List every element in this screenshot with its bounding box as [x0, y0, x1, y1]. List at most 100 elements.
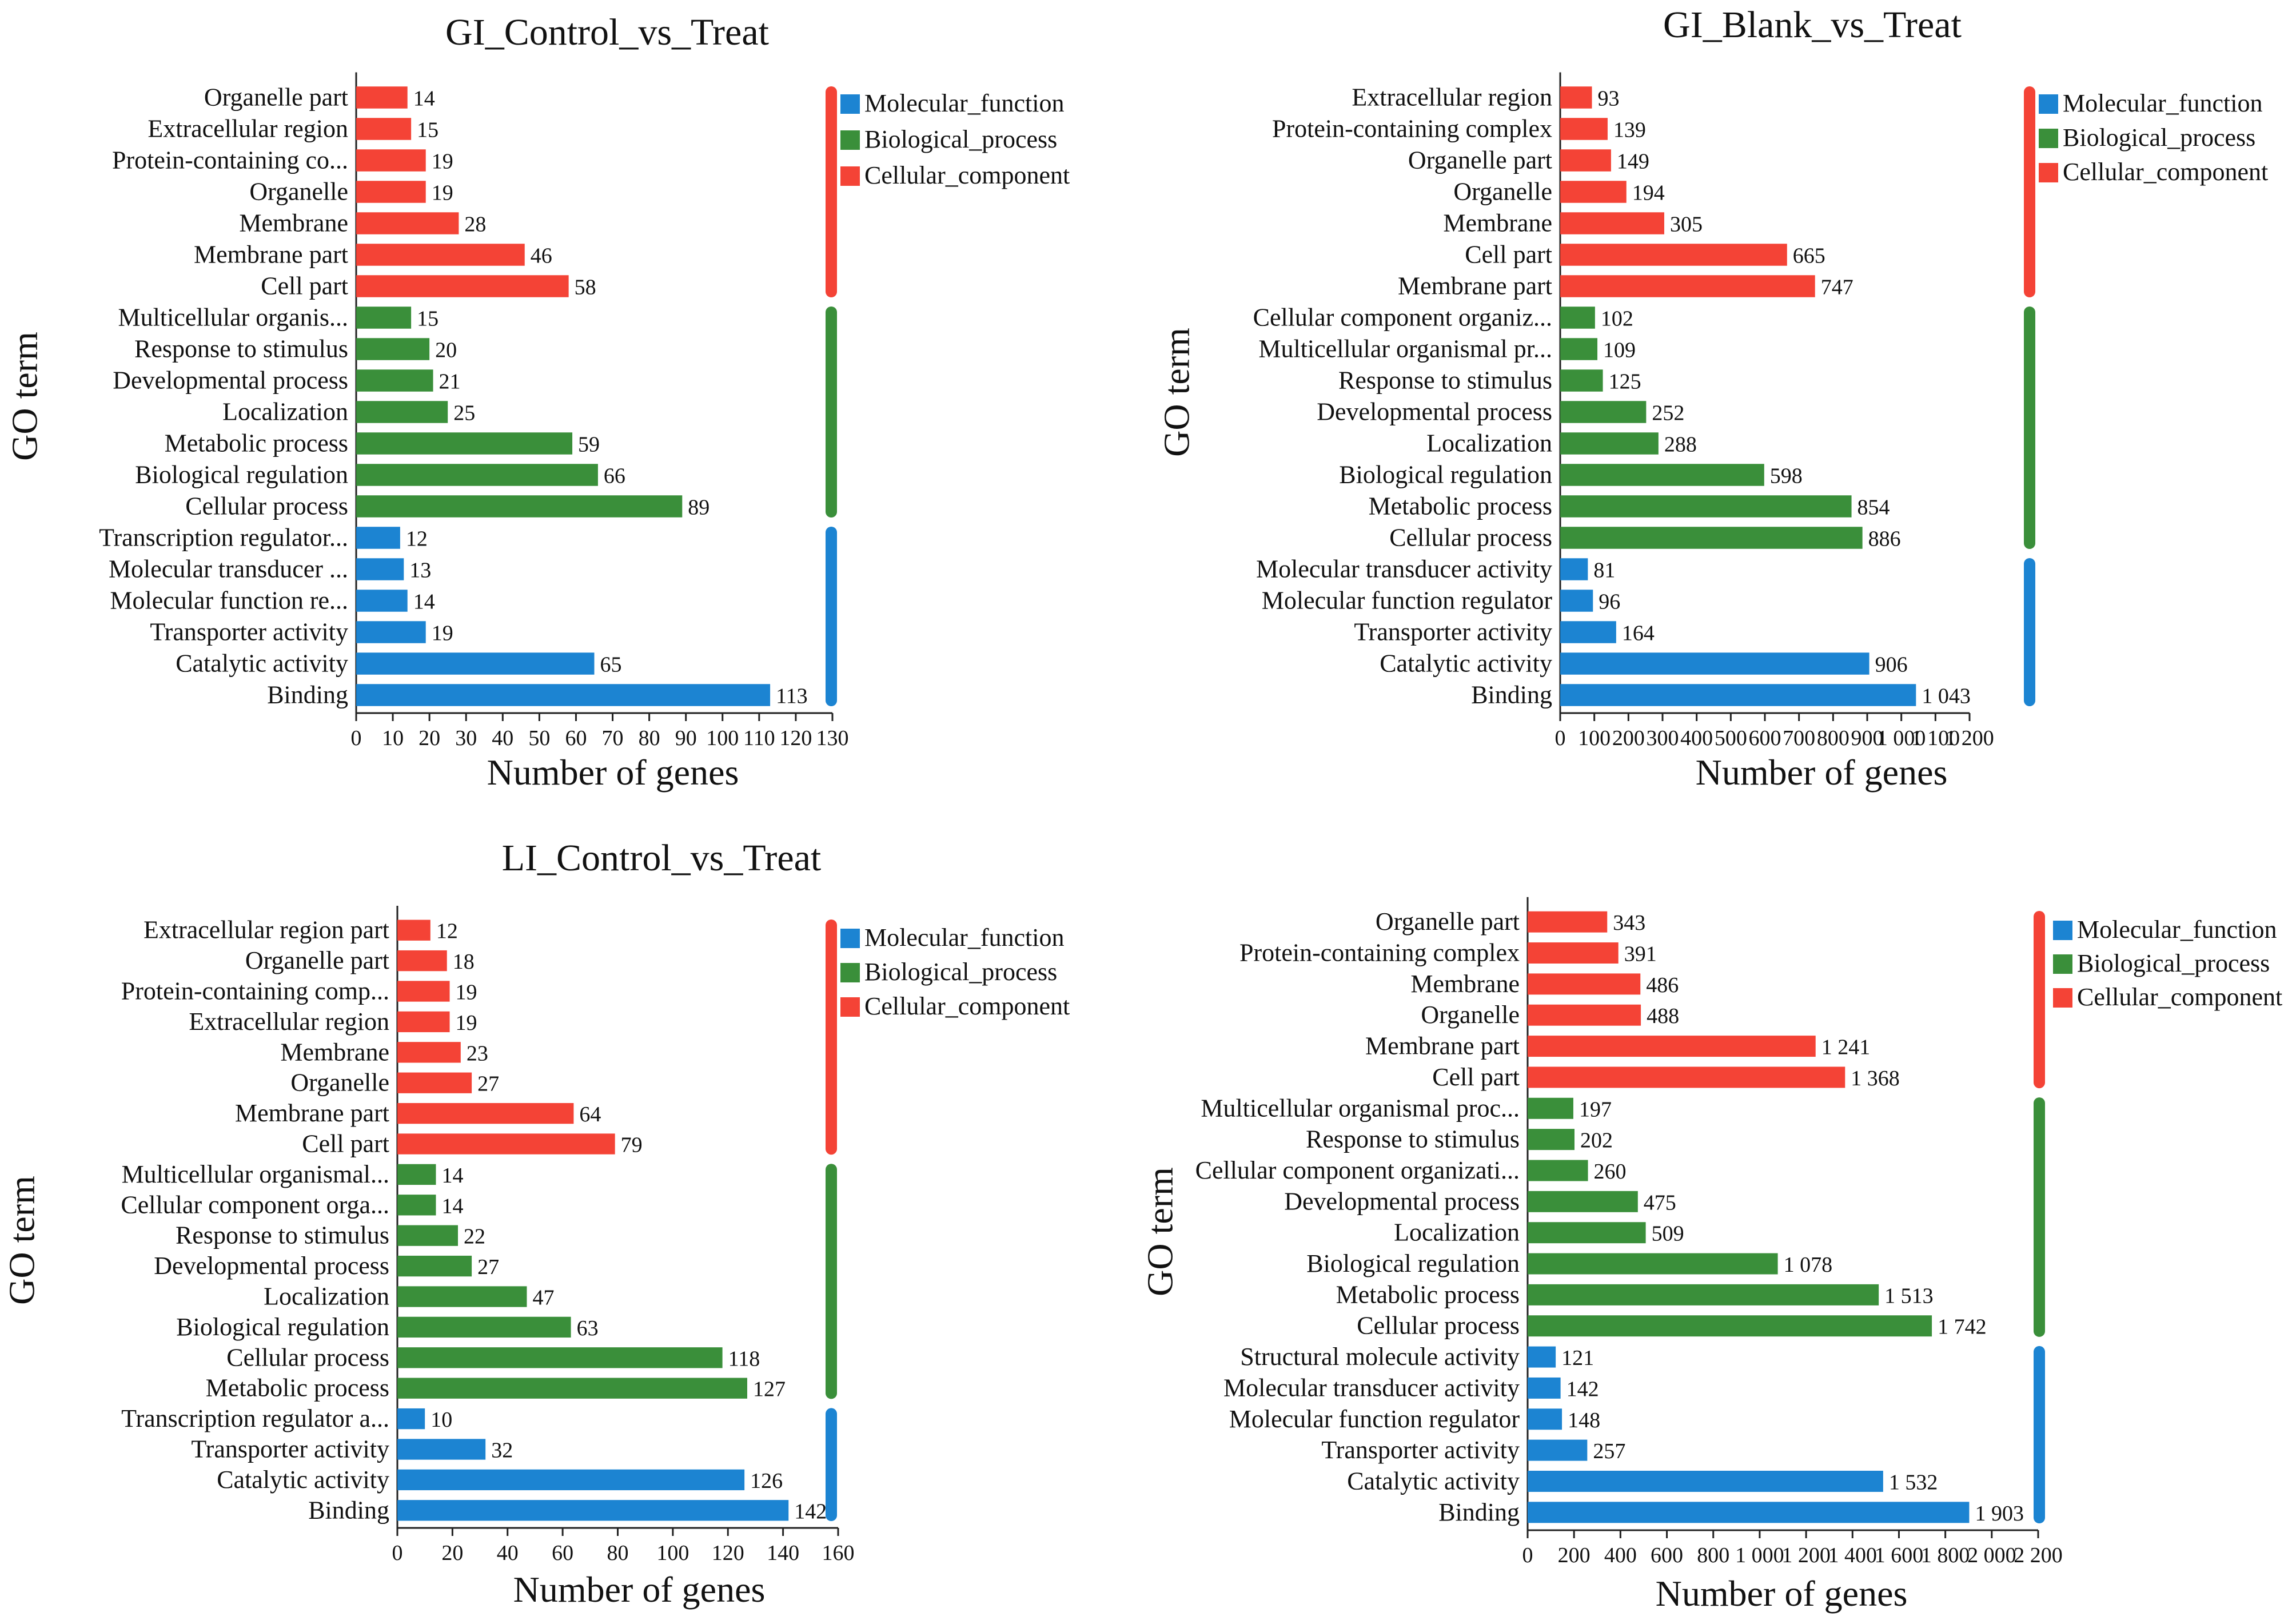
x-tick-label: 1 800 [1921, 1543, 1970, 1567]
category-label: Multicellular organismal pr... [1258, 335, 1552, 363]
bar [1528, 1222, 1646, 1244]
bar [1560, 181, 1627, 203]
category-label: Cell part [1465, 241, 1552, 269]
bar [397, 1011, 450, 1033]
chart-panel-gi-control: GI_Control_vs_Treat GO term Number of gene… [0, 0, 1148, 823]
legend-label: Molecular_function [864, 89, 1064, 117]
category-label: Organelle part [245, 946, 389, 974]
category-label: Extracellular region [1352, 83, 1552, 112]
category-label: Transporter activity [191, 1435, 389, 1463]
x-tick-label: 80 [607, 1541, 629, 1565]
x-tick-label: 100 [1578, 726, 1611, 750]
data-label: 164 [1622, 622, 1655, 646]
bar [1560, 432, 1659, 455]
group-strip [2024, 307, 2035, 549]
chart-panel-gi-blank: GI_Blank_vs_Treat GO term Number of genes 0… [1148, 0, 2296, 823]
data-label: 391 [1624, 942, 1657, 966]
bar [397, 1042, 461, 1063]
data-label: 19 [432, 181, 453, 205]
category-label: Organelle [1453, 178, 1552, 206]
bar [1560, 464, 1764, 486]
bar [397, 920, 431, 941]
data-label: 15 [417, 118, 439, 142]
data-label: 13 [409, 559, 431, 583]
data-label: 27 [477, 1072, 499, 1096]
bar [356, 149, 426, 172]
legend-swatch [2039, 94, 2058, 114]
bar [356, 275, 569, 297]
data-label: 1 513 [1884, 1284, 1934, 1308]
category-label: Metabolic process [206, 1374, 389, 1402]
bar [1528, 1439, 1588, 1461]
category-label: Membrane part [235, 1099, 389, 1127]
legend-swatch [2039, 129, 2058, 148]
legend-swatch [2053, 954, 2072, 974]
category-label: Molecular transducer activity [1256, 555, 1552, 583]
x-tick-label: 100 [656, 1541, 689, 1565]
x-tick-label: 110 [743, 726, 775, 750]
category-label: Organelle part [1408, 146, 1552, 174]
bar [1560, 244, 1787, 266]
x-tick-label: 40 [492, 726, 513, 750]
bar [356, 369, 433, 392]
category-label: Binding [1438, 1498, 1520, 1526]
data-label: 12 [436, 920, 458, 944]
chart-svg: GI_Control_vs_Treat GO term Number of gene… [5, 11, 1070, 793]
data-label: 27 [477, 1255, 499, 1279]
data-label: 19 [432, 622, 453, 646]
x-tick-label: 120 [712, 1541, 744, 1565]
data-label: 139 [1613, 118, 1646, 142]
category-label: Membrane [1410, 970, 1520, 998]
x-tick-label: 1 600 [1875, 1543, 1924, 1567]
data-label: 142 [794, 1499, 827, 1523]
category-label: Molecular transducer ... [109, 555, 348, 583]
bar [356, 432, 573, 455]
x-tick-label: 40 [497, 1541, 519, 1565]
x-tick-label: 0 [1555, 726, 1566, 750]
bar [1560, 621, 1616, 643]
bar [1560, 369, 1603, 392]
bar [1560, 558, 1588, 580]
bar [1528, 911, 1608, 933]
data-label: 118 [728, 1347, 760, 1371]
group-strip [826, 307, 837, 518]
category-label: Response to stimulus [1338, 367, 1552, 395]
group-strip [2034, 1097, 2045, 1337]
data-label: 126 [750, 1469, 783, 1493]
data-label: 47 [532, 1286, 554, 1310]
category-label: Catalytic activity [217, 1466, 389, 1494]
x-tick-label: 90 [675, 726, 697, 750]
bar [356, 590, 408, 612]
chart-svg: LI_Control_vs_Treat GO term Number of gene… [2, 837, 1070, 1610]
category-label: Developmental process [1284, 1187, 1520, 1215]
category-label: Metabolic process [1369, 492, 1552, 520]
data-label: 488 [1647, 1004, 1679, 1028]
x-axis-label: Number of genes [513, 1569, 766, 1610]
data-label: 93 [1597, 87, 1619, 111]
data-label: 1 742 [1938, 1315, 1987, 1339]
category-label: Catalytic activity [1380, 650, 1552, 678]
legend-swatch [2039, 163, 2058, 182]
x-tick-label: 300 [1647, 726, 1679, 750]
bar [1560, 590, 1593, 612]
data-label: 109 [1603, 339, 1636, 363]
x-tick-label: 0 [1522, 1543, 1533, 1567]
data-label: 1 903 [1975, 1502, 2024, 1526]
x-tick-label: 70 [602, 726, 624, 750]
data-label: 142 [1566, 1377, 1599, 1401]
legend-label: Cellular_component [2063, 158, 2268, 186]
bar [1528, 1315, 1932, 1337]
category-label: Multicellular organismal... [122, 1160, 389, 1188]
x-axis-label: Number of genes [1696, 752, 1948, 793]
bar [1528, 1191, 1638, 1212]
category-label: Cell part [261, 272, 348, 300]
bar [397, 1316, 571, 1338]
bar [356, 118, 412, 140]
x-tick-label: 130 [816, 726, 849, 750]
category-label: Extracellular region part [144, 916, 389, 944]
category-label: Catalytic activity [1347, 1467, 1520, 1495]
category-label: Membrane part [1365, 1032, 1520, 1060]
group-strip [826, 920, 837, 1155]
bar [397, 1255, 472, 1277]
legend-label: Biological_process [2063, 124, 2255, 152]
